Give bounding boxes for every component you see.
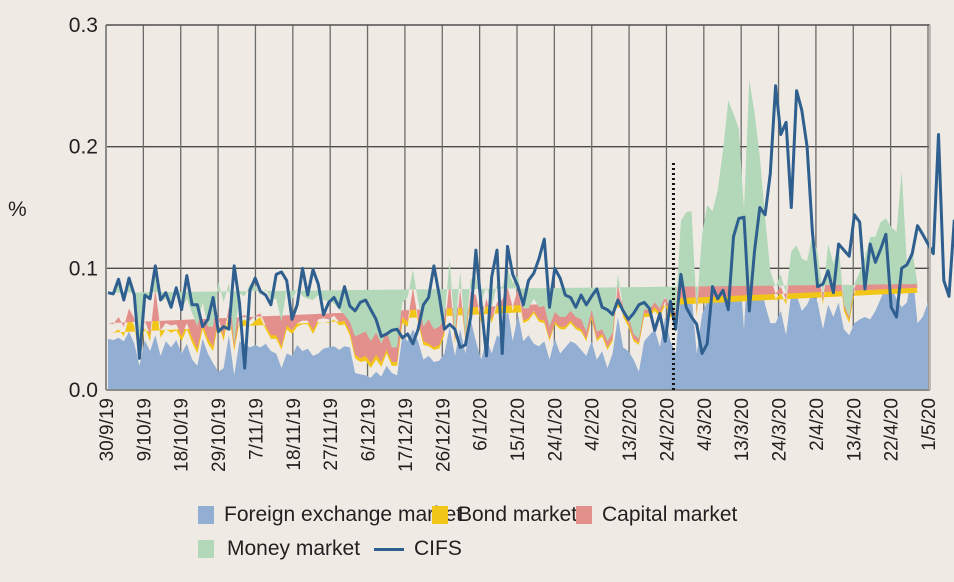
legend-item-capital: Capital market [576, 503, 737, 527]
x-tick-labels: 30/9/19 9/10/19 18/10/19 29/10/19 7/11/19 18/… [97, 398, 940, 472]
legend-label-fx: Foreign exchange market [224, 503, 463, 526]
y-tick-label: 0.3 [69, 14, 98, 37]
x-tick-label: 17/12/19 [396, 398, 417, 472]
x-tick-label: 13/4/20 [844, 398, 865, 461]
x-tick-label: 4/2/20 [583, 398, 604, 451]
y-tick-labels: 0.0 0.1 0.2 0.3 [69, 14, 98, 402]
x-tick-label: 24/3/20 [770, 398, 791, 461]
legend-item-bond: Bond market [432, 503, 577, 527]
legend-item-foreign-exchange: Foreign exchange market [198, 503, 462, 527]
x-tick-label: 24/1/20 [545, 398, 566, 461]
y-axis-label: % [8, 198, 27, 221]
x-tick-label: 29/10/19 [209, 398, 230, 472]
legend-item-money: Money market [198, 537, 360, 561]
y-tick-label: 0.0 [69, 379, 98, 402]
x-tick-label: 9/10/19 [134, 398, 155, 461]
legend-label-cifs: CIFS [414, 537, 462, 560]
legend-swatch-fx [198, 506, 214, 524]
legend-swatch-bond [432, 506, 448, 524]
legend-swatch-money [198, 540, 214, 558]
x-tick-label: 13/2/20 [620, 398, 641, 461]
x-tick-label: 7/11/19 [246, 398, 267, 460]
y-tick-label: 0.1 [69, 257, 98, 280]
legend-swatch-cifs [374, 547, 404, 551]
y-tick-label: 0.2 [69, 136, 98, 159]
legend-swatch-capital [576, 506, 592, 524]
x-tick-label: 30/9/19 [97, 398, 118, 461]
x-tick-label: 1/5/20 [919, 398, 940, 451]
x-tick-label: 18/10/19 [172, 398, 193, 472]
area-money-market [108, 79, 918, 354]
cifs-line [107, 84, 954, 370]
legend-label-capital: Capital market [602, 503, 738, 526]
cifs-line-group [107, 84, 954, 370]
x-tick-label: 6/1/20 [471, 398, 492, 451]
x-tick-label: 18/11/19 [284, 398, 305, 471]
legend-item-cifs: CIFS [374, 537, 462, 561]
legend-label-money: Money market [227, 537, 361, 560]
legend-label-bond: Bond market [458, 503, 578, 526]
x-tick-label: 22/4/20 [882, 398, 903, 461]
x-tick-label: 24/2/20 [657, 398, 678, 461]
x-tick-label: 27/11/19 [321, 398, 342, 471]
x-tick-label: 26/12/19 [433, 398, 454, 472]
x-tick-label: 4/3/20 [695, 398, 716, 451]
x-tick-label: 6/12/19 [359, 398, 380, 461]
axes [105, 24, 931, 391]
x-tick-label: 13/3/20 [732, 398, 753, 461]
x-tick-label: 2/4/20 [807, 398, 828, 451]
x-tick-label: 15/1/20 [508, 398, 529, 461]
